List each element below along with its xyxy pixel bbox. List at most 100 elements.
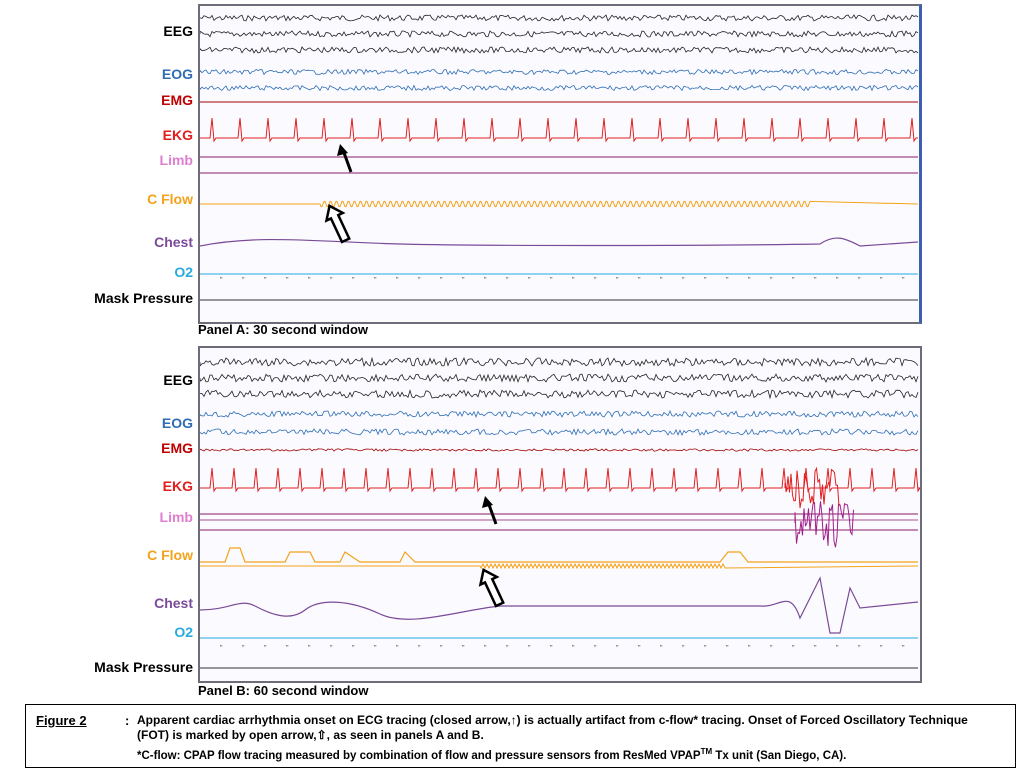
panelB-label-limb: Limb (159, 509, 193, 525)
panel-b-o2-marker: " (836, 645, 839, 652)
panel-a-o2-marker: " (704, 277, 707, 284)
panel-b-o2-marker: " (506, 645, 509, 652)
panel-b-limb-artifact-burst (794, 501, 854, 548)
panel-a-o2-marker: " (242, 277, 245, 284)
panelA-label-cflow: C Flow (147, 191, 193, 207)
panel-a-o2-marker: " (330, 277, 333, 284)
figure-colon: : (125, 713, 130, 728)
panel-b-o2-marker: " (902, 645, 905, 652)
panel-b-cflow-trace (200, 547, 918, 563)
panel-b-o2-marker: " (616, 645, 619, 652)
panelB-label-chest: Chest (154, 595, 193, 611)
panel-a-o2-marker: " (770, 277, 773, 284)
panel-a-o2-marker: " (264, 277, 267, 284)
panel-a-o2-marker: " (616, 277, 619, 284)
panel-a-ekg-trace (200, 117, 918, 143)
panel-a-o2-marker: " (286, 277, 289, 284)
panel-a-o2-marker: " (550, 277, 553, 284)
panel-a-o2-marker: " (660, 277, 663, 284)
panel-a-o2-marker: " (308, 277, 311, 284)
caption-footnote: *C-flow: CPAP flow tracing measured by c… (137, 747, 997, 762)
caption-footnote-end: Tx unit (San Diego, CA). (712, 749, 847, 762)
panel-b-emg-trace (200, 448, 919, 452)
caption-footnote-text: *C-flow: CPAP flow tracing measured by c… (137, 749, 701, 762)
panel-b-o2-marker: " (550, 645, 553, 652)
panel-a-closed-arrow (337, 144, 353, 173)
panel-a-chest-trace (200, 237, 919, 247)
panel-b-signal-plot: " " " " " " " " " " " " " " " " " " " " " " " " " " " " " " " " (200, 356, 920, 669)
panel-b-o2-marker: " (726, 645, 729, 652)
panel-b-eeg-trace-3 (200, 388, 919, 400)
panel-b-o2-marker: " (220, 645, 223, 652)
panel-a-o2-marker: " (836, 277, 839, 284)
panel-a-tracings: " " " " " " " " " " " " " " " " " " " " " " " " " " " " " " " " (198, 4, 922, 324)
panelA-label-eog: EOG (161, 66, 193, 82)
panel-b-tracings: " " " " " " " " " " " " " " " " " " " " " " " " " " " " " " " " (198, 346, 922, 683)
panel-a-o2-marker: " (484, 277, 487, 284)
panel-b-open-arrow (478, 567, 505, 608)
panel-b-o2-marker: " (792, 645, 795, 652)
panel-b-o2-marker: " (660, 645, 663, 652)
panelA-label-mask-pressure: Mask Pressure (94, 290, 193, 306)
panel-a-o2-marker: " (594, 277, 597, 284)
panel-a-open-arrow (324, 203, 351, 244)
panel-b-o2-marker: " (572, 645, 575, 652)
panelB-label-ekg: EKG (162, 478, 193, 494)
panel-a-o2-marker: " (572, 277, 575, 284)
panel-a-o2-marker: " (814, 277, 817, 284)
panel-b-eeg-trace-1 (200, 356, 919, 368)
panel-a-o2-marker: " (880, 277, 883, 284)
panel-a-o2-marker: " (748, 277, 751, 284)
panel-a-o2-marker: " (682, 277, 685, 284)
panel-b-ekg-trace (200, 467, 920, 493)
panel-b-o2-marker: " (770, 645, 773, 652)
panel-b-o2-marker: " (814, 645, 817, 652)
panel-a-o2-marker: " (792, 277, 795, 284)
panel-b-ekg-artifact-burst (784, 466, 840, 509)
panelB-label-emg: EMG (161, 440, 193, 456)
panel-b-o2-marker: " (418, 645, 421, 652)
panel-a-cflow-trace (200, 200, 919, 208)
panel-a-o2-marker: " (462, 277, 465, 284)
panel-b-o2-marker: " (462, 645, 465, 652)
panel-b-chest-trace (200, 576, 919, 634)
panel-b-eog-trace-2 (200, 428, 919, 436)
panelB-label-eeg: EEG (163, 372, 193, 388)
panelA-label-emg: EMG (161, 92, 193, 108)
panel-a-o2-marker: " (902, 277, 905, 284)
panelB-label-mask-pressure: Mask Pressure (94, 659, 193, 675)
panelA-label-limb: Limb (159, 152, 193, 168)
panel-a-o2-marker: " (528, 277, 531, 284)
caption-footnote-superscript: TM (700, 747, 713, 756)
caption-main-text: Apparent cardiac arrhythmia onset on ECG… (137, 713, 968, 742)
panel-b-o2-marker: " (308, 645, 311, 652)
panel-a-o2-marker: " (418, 277, 421, 284)
panel-a-eog-trace-2 (200, 84, 919, 92)
panel-b-o2-marker: " (440, 645, 443, 652)
panel-a-o2-marker: " (858, 277, 861, 284)
panel-b-o2-marker: " (748, 645, 751, 652)
panel-b-cflow-oscillation (200, 562, 919, 570)
panel-a-eeg-trace-3 (200, 46, 919, 54)
panelA-label-chest: Chest (154, 234, 193, 250)
panel-a-o2-marker: " (396, 277, 399, 284)
panel-b-o2-marker: " (330, 645, 333, 652)
panel-a-eeg-trace-2 (200, 30, 919, 39)
panelA-label-ekg: EKG (162, 127, 193, 143)
panel-b-o2-marker: " (880, 645, 883, 652)
panel-b-o2-marker: " (484, 645, 487, 652)
panel-a-o2-marker: " (440, 277, 443, 284)
panel-b-o2-marker: " (638, 645, 641, 652)
panel-b-o2-marker: " (396, 645, 399, 652)
panel-b-o2-marker: " (242, 645, 245, 652)
panel-a-o2-marker: " (726, 277, 729, 284)
panel-a-o2-marker: " (352, 277, 355, 284)
panel-b-o2-marker: " (352, 645, 355, 652)
panelB-label-eog: EOG (161, 415, 193, 431)
panelA-label-eeg: EEG (163, 23, 193, 39)
panel-b-title: Panel B: 60 second window (198, 683, 369, 698)
panel-a-eeg-trace-1 (200, 14, 919, 22)
panel-b-eeg-trace-2 (200, 373, 919, 383)
panel-a-signal-plot: " " " " " " " " " " " " " " " " " " " " " " " " " " " " " " " " (200, 14, 919, 301)
panel-a-o2-marker: " (220, 277, 223, 284)
